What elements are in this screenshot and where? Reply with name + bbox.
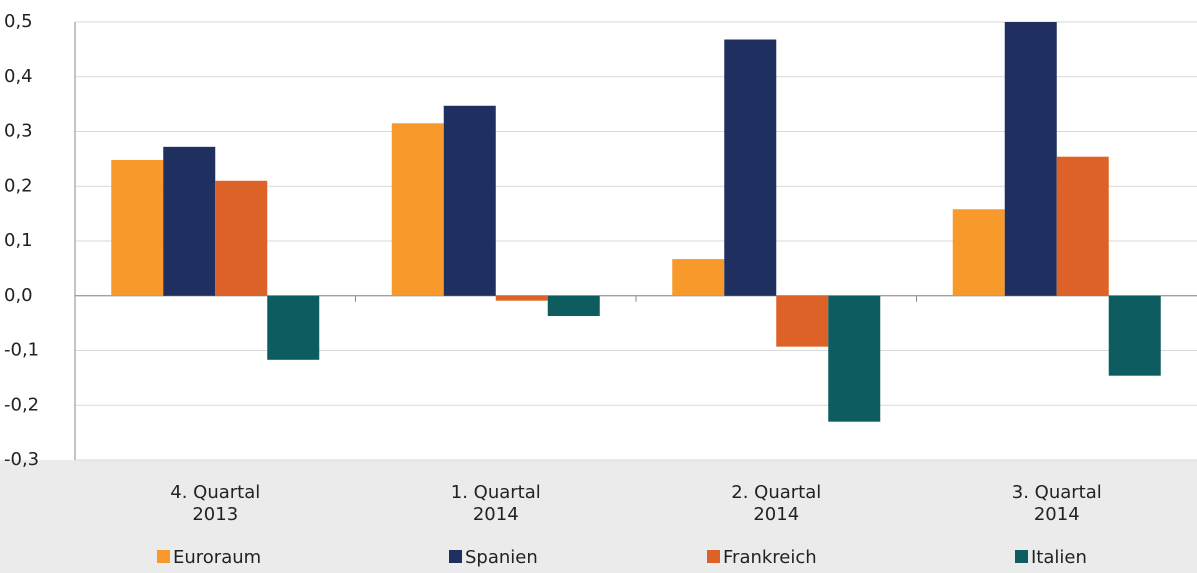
bar — [267, 295, 320, 360]
y-tick-label: -0,2 — [4, 394, 39, 415]
bar — [443, 105, 496, 296]
y-tick-label: 0,3 — [4, 121, 33, 142]
bar — [1108, 295, 1161, 376]
bar — [828, 295, 881, 422]
legend-swatch — [449, 550, 462, 563]
legend-label: Frankreich — [723, 547, 817, 568]
legend-swatch — [157, 550, 170, 563]
legend-label: Euroraum — [173, 547, 261, 568]
x-tick-label: 4. Quartal — [170, 482, 260, 503]
x-tick-label: 2013 — [192, 504, 238, 525]
y-tick-label: -0,1 — [4, 340, 39, 361]
legend-swatch — [1015, 550, 1028, 563]
bar — [391, 123, 444, 296]
bar — [952, 209, 1005, 296]
bar — [163, 146, 216, 296]
bar — [724, 39, 777, 296]
legend-label: Italien — [1031, 547, 1087, 568]
y-tick-label: -0,3 — [4, 449, 39, 470]
y-tick-label: 0,1 — [4, 230, 33, 251]
bar — [111, 159, 164, 296]
legend-swatch — [707, 550, 720, 563]
x-tick-label: 2014 — [1034, 504, 1080, 525]
y-tick-label: 0,5 — [4, 11, 33, 32]
bar — [776, 295, 829, 347]
bar — [495, 295, 548, 301]
x-tick-label: 2014 — [473, 504, 519, 525]
y-tick-label: 0,0 — [4, 285, 33, 306]
bar — [672, 259, 725, 296]
legend-label: Spanien — [465, 547, 538, 568]
x-tick-label: 2014 — [753, 504, 799, 525]
y-tick-label: 0,2 — [4, 175, 33, 196]
y-tick-label: 0,4 — [4, 66, 33, 87]
x-tick-label: 3. Quartal — [1012, 482, 1102, 503]
bar — [215, 180, 268, 296]
x-tick-label: 1. Quartal — [451, 482, 541, 503]
bar — [1056, 156, 1109, 296]
footer-background — [0, 460, 1197, 573]
bar — [547, 295, 600, 317]
x-tick-label: 2. Quartal — [731, 482, 821, 503]
bar — [1004, 22, 1057, 296]
